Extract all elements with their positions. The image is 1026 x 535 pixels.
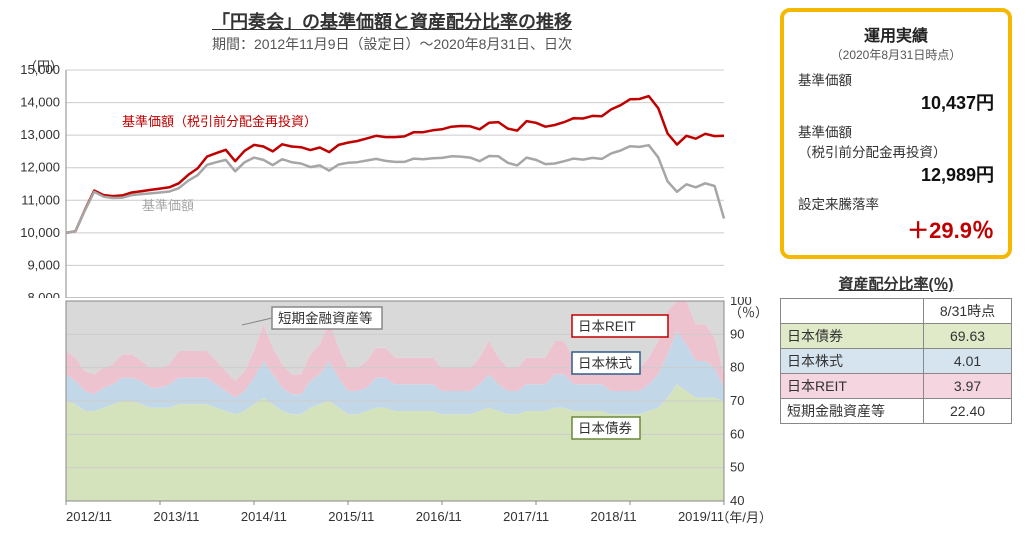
alloc-table-header: 8/31時点 (924, 299, 1012, 324)
svg-text:60: 60 (730, 426, 744, 441)
alloc-table: 8/31時点 日本債券69.63日本株式4.01日本REIT3.97短期金融資産… (780, 298, 1012, 424)
alloc-table-row: 日本REIT3.97 (781, 374, 1012, 399)
x-tick-label: 2017/11 (503, 509, 549, 524)
callout-row-value: 10,437円 (798, 89, 994, 115)
callout-row-label: 基準価額 (798, 69, 994, 89)
svg-text:12,000: 12,000 (20, 160, 60, 175)
callout-row-value: ＋29.9％ (798, 213, 994, 245)
svg-text:8,000: 8,000 (27, 290, 60, 298)
svg-text:80: 80 (730, 360, 744, 375)
alloc-row-value: 4.01 (924, 349, 1012, 374)
alloc-table-title: 資産配分比率(％) (780, 273, 1012, 294)
svg-text:70: 70 (730, 393, 744, 408)
svg-text:日本REIT: 日本REIT (578, 319, 636, 334)
callout-row-value: 12,989円 (798, 161, 994, 187)
page-subtitle: 期間：2012年11月9日（設定日）～2020年8月31日、日次 (12, 34, 772, 54)
svg-text:14,000: 14,000 (20, 95, 60, 110)
alloc-table-row: 日本株式4.01 (781, 349, 1012, 374)
chart-area: （円） （％） 15,00014,00013,00012,00011,00010… (12, 58, 772, 524)
svg-text:基準価額（税引前分配金再投資）: 基準価額（税引前分配金再投資） (122, 114, 317, 129)
x-tick-label: 2016/11 (416, 509, 462, 524)
alloc-row-value: 3.97 (924, 374, 1012, 399)
svg-text:日本株式: 日本株式 (578, 356, 632, 371)
alloc-row-label: 短期金融資産等 (781, 399, 924, 424)
callout-row-label: 設定来騰落率 (798, 193, 994, 213)
y-axis-unit-yen: （円） (24, 56, 63, 75)
y-axis-unit-pct: （％） (729, 302, 768, 321)
x-tick-label: 2012/11 (66, 509, 112, 524)
svg-text:90: 90 (730, 326, 744, 341)
alloc-row-value: 22.40 (924, 399, 1012, 424)
svg-text:短期金融資産等: 短期金融資産等 (278, 310, 373, 326)
x-tick-label: 2015/11 (328, 509, 374, 524)
svg-text:40: 40 (730, 493, 744, 507)
callout-date: （2020年8月31日時点） (798, 46, 994, 63)
alloc-row-label: 日本REIT (781, 374, 924, 399)
price-line-chart: 15,00014,00013,00012,00011,00010,0009,00… (12, 58, 772, 298)
svg-text:基準価額: 基準価額 (142, 198, 194, 213)
allocation-area-chart: 100908070605040短期金融資産等日本REIT日本株式日本債券 (12, 297, 772, 507)
alloc-table-row: 日本債券69.63 (781, 324, 1012, 349)
x-tick-label: 2014/11 (241, 509, 287, 524)
svg-text:日本債券: 日本債券 (578, 421, 632, 436)
x-axis-unit: （年/月） (716, 507, 772, 526)
callout-row-label: 基準価額（税引前分配金再投資） (798, 121, 994, 161)
svg-text:10,000: 10,000 (20, 225, 60, 240)
x-tick-label: 2018/11 (591, 509, 637, 524)
x-tick-label: 2013/11 (153, 509, 199, 524)
svg-text:50: 50 (730, 460, 744, 475)
alloc-row-value: 69.63 (924, 324, 1012, 349)
svg-text:9,000: 9,000 (27, 257, 60, 272)
svg-text:11,000: 11,000 (21, 192, 60, 207)
svg-text:13,000: 13,000 (20, 127, 60, 142)
alloc-row-label: 日本債券 (781, 324, 924, 349)
performance-callout: 運用実績 （2020年8月31日時点） 基準価額10,437円基準価額（税引前分… (780, 8, 1012, 259)
x-axis-ticks: 2012/11 2013/11 2014/11 2015/11 2016/11 2017/… (12, 509, 772, 524)
alloc-table-row: 短期金融資産等22.40 (781, 399, 1012, 424)
alloc-row-label: 日本株式 (781, 349, 924, 374)
callout-title: 運用実績 (798, 22, 994, 46)
page-title: 「円奏会」の基準価額と資産配分比率の推移 (12, 8, 772, 34)
